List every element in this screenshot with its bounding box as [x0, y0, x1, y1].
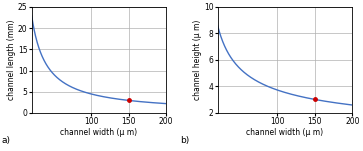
X-axis label: channel width (μ m): channel width (μ m): [60, 127, 138, 137]
Text: b): b): [180, 136, 189, 145]
Text: a): a): [2, 136, 11, 145]
Y-axis label: channel height (μ m): channel height (μ m): [193, 20, 203, 100]
Y-axis label: channel length (mm): channel length (mm): [7, 20, 16, 100]
X-axis label: channel width (μ m): channel width (μ m): [246, 127, 323, 137]
